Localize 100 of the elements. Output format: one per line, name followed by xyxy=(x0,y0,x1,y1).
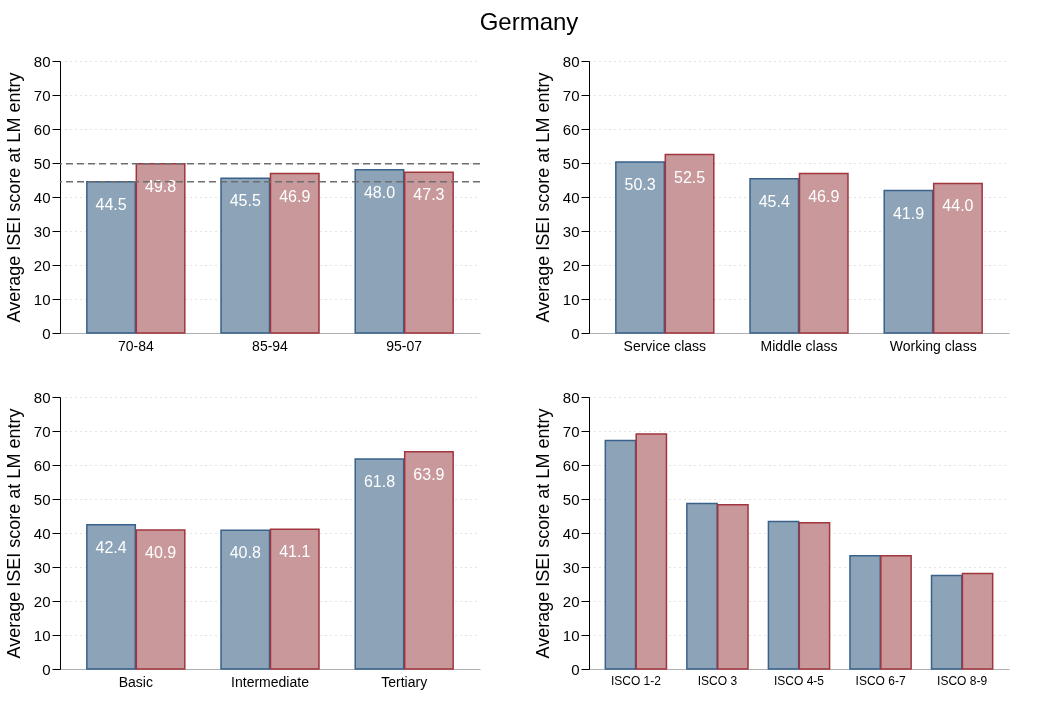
y-tick-label: 30 xyxy=(562,558,580,576)
x-tick-label: Service class xyxy=(623,337,707,354)
y-axis-title: Average ISEI score at LM entry xyxy=(3,72,24,323)
data-label: 46.9 xyxy=(279,187,311,205)
bar xyxy=(135,529,186,670)
y-axis-title: Average ISEI score at LM entry xyxy=(532,72,553,323)
bar xyxy=(883,189,934,334)
x-tick-label: Intermediate xyxy=(231,673,310,690)
y-tick-label: 70 xyxy=(33,86,51,104)
y-tick-label: 50 xyxy=(562,490,580,508)
bar xyxy=(849,555,881,670)
bar xyxy=(961,572,994,670)
y-tick-label: 10 xyxy=(562,626,580,644)
y-tick-label: 40 xyxy=(562,524,580,542)
bar xyxy=(220,529,271,670)
y-tick-label: 20 xyxy=(33,592,51,610)
x-tick-label: Tertiary xyxy=(381,673,428,690)
bar xyxy=(717,504,749,670)
bar xyxy=(930,574,963,670)
data-label: 41.9 xyxy=(892,204,925,222)
x-tick-label: ISCO 4-5 xyxy=(773,673,825,688)
data-label: 41.1 xyxy=(279,543,311,561)
bar xyxy=(86,524,137,670)
y-tick-label: 60 xyxy=(562,456,580,474)
text: Germany xyxy=(478,7,580,37)
y-tick-label: 50 xyxy=(33,490,51,508)
y-axis-title: Average ISEI score at LM entry xyxy=(532,408,553,659)
y-tick-label: 40 xyxy=(33,524,51,542)
data-label: 44.0 xyxy=(942,197,974,215)
bar xyxy=(635,433,668,670)
y-tick-label: 70 xyxy=(562,422,580,440)
bar xyxy=(767,520,800,670)
bar xyxy=(932,182,983,334)
data-label: 44.5 xyxy=(95,195,127,213)
data-label: 47.3 xyxy=(413,186,445,204)
bar xyxy=(403,171,454,334)
bar xyxy=(354,169,405,334)
y-tick-label: 30 xyxy=(562,222,580,240)
bar xyxy=(269,172,320,334)
bar xyxy=(798,172,849,334)
data-label: 50.3 xyxy=(624,175,656,193)
y-tick-label: 10 xyxy=(562,290,580,308)
bar xyxy=(135,162,186,334)
data-label: 40.8 xyxy=(229,544,261,562)
data-label: 45.5 xyxy=(229,192,261,210)
bar xyxy=(86,180,137,334)
data-label: 45.4 xyxy=(758,192,790,210)
bar xyxy=(664,153,715,334)
x-tick-label: ISCO 8-9 xyxy=(937,673,988,688)
x-tick-label: Middle class xyxy=(760,337,838,354)
y-tick-label: 0 xyxy=(571,324,580,342)
y-tick-label: 80 xyxy=(33,52,51,70)
bar xyxy=(880,555,912,670)
x-tick-label: 70-84 xyxy=(117,337,154,354)
bar xyxy=(269,528,320,670)
x-tick-label: 95-07 xyxy=(386,337,423,354)
data-label: 52.5 xyxy=(673,168,706,186)
y-tick-label: 30 xyxy=(33,558,51,576)
y-tick-label: 10 xyxy=(33,290,51,308)
x-tick-label: ISCO 1-2 xyxy=(610,673,662,688)
y-tick-label: 10 xyxy=(33,626,51,644)
y-tick-label: 50 xyxy=(562,154,580,172)
y-tick-label: 70 xyxy=(562,86,580,104)
bar xyxy=(354,458,405,670)
x-tick-label: ISCO 3 xyxy=(697,673,738,688)
y-tick-label: 0 xyxy=(42,660,51,678)
data-label: 61.8 xyxy=(363,472,396,490)
y-tick-label: 0 xyxy=(571,660,580,678)
y-tick-label: 20 xyxy=(562,256,580,274)
y-tick-label: 40 xyxy=(562,188,580,206)
bar xyxy=(220,177,271,334)
y-tick-label: 20 xyxy=(33,256,51,274)
bar xyxy=(615,161,666,334)
y-tick-label: 40 xyxy=(33,188,51,206)
y-tick-label: 70 xyxy=(33,422,51,440)
bar xyxy=(686,502,718,670)
data-label: 48.0 xyxy=(363,183,396,201)
y-tick-label: 50 xyxy=(33,154,51,172)
y-tick-label: 80 xyxy=(33,388,51,406)
x-tick-label: 85-94 xyxy=(252,337,289,354)
y-axis-title: Average ISEI score at LM entry xyxy=(3,408,24,659)
x-tick-label: ISCO 6-7 xyxy=(855,673,906,688)
y-tick-label: 30 xyxy=(33,222,51,240)
y-tick-label: 60 xyxy=(562,120,580,138)
bar xyxy=(749,177,800,334)
y-tick-label: 0 xyxy=(42,324,51,342)
x-tick-label: Working class xyxy=(889,337,977,354)
bar xyxy=(403,450,454,670)
data-label: 40.9 xyxy=(144,543,177,561)
bar xyxy=(798,522,831,670)
data-label: 42.4 xyxy=(95,538,127,556)
data-label: 63.9 xyxy=(413,465,445,483)
x-tick-label: Basic xyxy=(118,673,153,690)
y-tick-label: 20 xyxy=(562,592,580,610)
data-label: 46.9 xyxy=(808,187,840,205)
y-tick-label: 60 xyxy=(33,456,51,474)
y-tick-label: 80 xyxy=(562,388,580,406)
y-tick-label: 60 xyxy=(33,120,51,138)
y-tick-label: 80 xyxy=(562,52,580,70)
bar xyxy=(604,439,637,670)
